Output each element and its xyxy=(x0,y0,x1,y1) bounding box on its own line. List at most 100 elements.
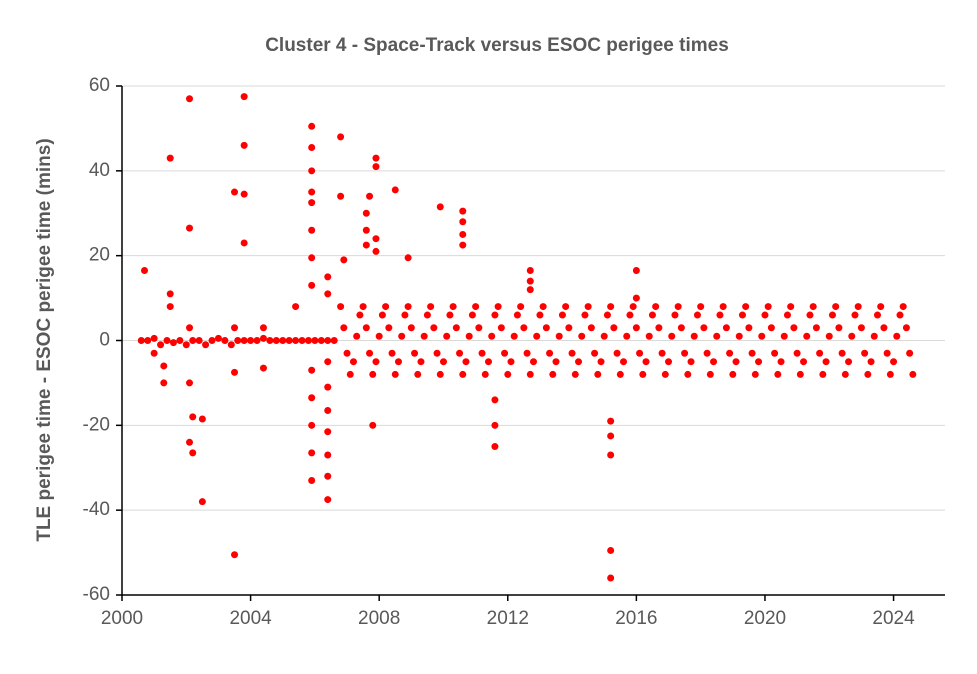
point xyxy=(571,370,579,378)
point xyxy=(603,311,611,319)
point xyxy=(231,368,239,376)
point xyxy=(150,349,158,357)
point xyxy=(751,370,759,378)
y-tick-label: -20 xyxy=(83,414,110,435)
point xyxy=(166,303,174,311)
point xyxy=(308,421,316,429)
point xyxy=(832,303,840,311)
point xyxy=(308,254,316,262)
point xyxy=(221,337,229,344)
x-tick-label: 2024 xyxy=(872,608,915,629)
point xyxy=(304,337,312,344)
point xyxy=(890,358,898,366)
point xyxy=(491,443,499,451)
point xyxy=(198,498,206,506)
point xyxy=(362,226,370,234)
point xyxy=(468,311,476,319)
point xyxy=(452,324,460,332)
point xyxy=(343,349,351,357)
point xyxy=(411,349,419,357)
point xyxy=(459,370,467,378)
point xyxy=(710,358,718,366)
point xyxy=(247,337,255,344)
point xyxy=(182,341,190,349)
point xyxy=(767,324,775,332)
point xyxy=(359,303,367,311)
point xyxy=(526,286,534,294)
point xyxy=(742,303,750,311)
point xyxy=(324,472,332,480)
point xyxy=(780,332,788,340)
point xyxy=(533,332,541,340)
point xyxy=(366,349,374,357)
point xyxy=(783,311,791,319)
point xyxy=(526,267,534,275)
point xyxy=(607,451,615,459)
point xyxy=(838,349,846,357)
point xyxy=(568,349,576,357)
point xyxy=(642,358,650,366)
point xyxy=(497,324,505,332)
point xyxy=(607,574,615,582)
point xyxy=(648,311,656,319)
point xyxy=(459,218,467,226)
point xyxy=(491,311,499,319)
point xyxy=(610,324,618,332)
point xyxy=(472,303,480,311)
point xyxy=(681,349,689,357)
y-axis-label: TLE perigee time - ESOC perigee time (mi… xyxy=(34,138,55,541)
x-tick-label: 2004 xyxy=(229,608,272,629)
point xyxy=(292,337,300,344)
point xyxy=(565,324,573,332)
point xyxy=(266,337,274,344)
point xyxy=(391,186,399,194)
point xyxy=(796,370,804,378)
point xyxy=(362,324,370,332)
point xyxy=(285,337,293,344)
point xyxy=(677,324,685,332)
point xyxy=(308,167,316,175)
point xyxy=(427,303,435,311)
point xyxy=(870,332,878,340)
point xyxy=(494,303,502,311)
point xyxy=(616,370,624,378)
point xyxy=(594,370,602,378)
point xyxy=(613,349,621,357)
point xyxy=(812,324,820,332)
point xyxy=(886,370,894,378)
point xyxy=(510,332,518,340)
point xyxy=(198,415,206,423)
point xyxy=(658,349,666,357)
point xyxy=(433,349,441,357)
point xyxy=(324,496,332,504)
point xyxy=(835,324,843,332)
point xyxy=(240,239,248,247)
point xyxy=(539,303,547,311)
point xyxy=(372,358,380,366)
point xyxy=(202,341,210,349)
point xyxy=(806,311,814,319)
point xyxy=(240,93,248,101)
y-tick-label: 40 xyxy=(89,160,110,181)
point xyxy=(349,358,357,366)
point xyxy=(787,303,795,311)
point xyxy=(607,303,615,311)
point xyxy=(822,358,830,366)
x-tick-label: 2008 xyxy=(358,608,400,629)
point xyxy=(877,303,885,311)
point xyxy=(639,370,647,378)
point xyxy=(308,122,316,130)
point xyxy=(311,337,319,344)
point xyxy=(703,349,711,357)
point xyxy=(308,281,316,289)
point xyxy=(620,358,628,366)
point xyxy=(687,358,695,366)
point xyxy=(693,311,701,319)
point xyxy=(337,133,345,141)
point xyxy=(366,192,374,200)
point xyxy=(308,144,316,152)
point xyxy=(790,324,798,332)
point xyxy=(186,379,194,387)
point xyxy=(738,311,746,319)
point xyxy=(388,349,396,357)
